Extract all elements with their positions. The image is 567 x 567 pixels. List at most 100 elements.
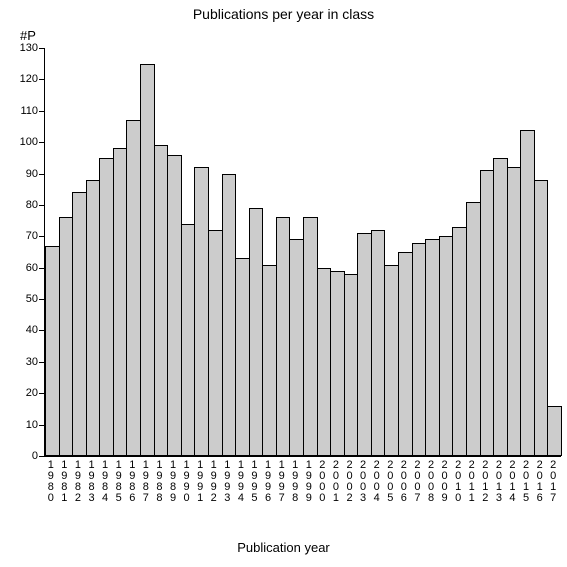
x-axis-title: Publication year <box>0 540 567 555</box>
x-tick-label: 1999 <box>304 460 314 504</box>
x-tick-label: 2017 <box>548 460 558 504</box>
x-tick-label: 2002 <box>345 460 355 504</box>
chart-container: Publications per year in class #P 010203… <box>0 0 567 567</box>
x-tick-label: 1982 <box>73 460 83 504</box>
y-tick-mark <box>39 205 44 206</box>
x-tick-label: 1989 <box>168 460 178 504</box>
bar <box>59 217 74 456</box>
x-tick-label: 2008 <box>426 460 436 504</box>
x-tick-label: 2012 <box>480 460 490 504</box>
y-tick-mark <box>39 236 44 237</box>
y-tick-mark <box>39 48 44 49</box>
y-tick-label: 50 <box>4 293 38 305</box>
y-tick-mark <box>39 79 44 80</box>
x-tick-label: 2011 <box>467 460 477 504</box>
y-tick-label: 90 <box>4 168 38 180</box>
bar <box>425 239 440 456</box>
x-tick-label: 1994 <box>236 460 246 504</box>
x-tick-label: 2009 <box>440 460 450 504</box>
x-tick-label: 1986 <box>127 460 137 504</box>
bar <box>398 252 413 456</box>
y-tick-label: 110 <box>4 105 38 117</box>
bar <box>126 120 141 456</box>
y-tick-label: 20 <box>4 387 38 399</box>
y-tick-label: 70 <box>4 230 38 242</box>
y-axis-title: #P <box>20 28 36 43</box>
bar <box>547 406 562 456</box>
x-tick-label: 2016 <box>535 460 545 504</box>
bar <box>154 145 169 456</box>
x-tick-label: 2006 <box>399 460 409 504</box>
bar <box>45 246 60 456</box>
bar <box>439 236 454 456</box>
y-tick-label: 60 <box>4 262 38 274</box>
x-tick-label: 1981 <box>59 460 69 504</box>
y-tick-mark <box>39 174 44 175</box>
bar <box>262 265 277 456</box>
x-tick-label: 1983 <box>87 460 97 504</box>
x-tick-label: 1987 <box>141 460 151 504</box>
chart-title: Publications per year in class <box>0 6 567 22</box>
bar <box>72 192 87 456</box>
bar <box>167 155 182 456</box>
y-tick-mark <box>39 425 44 426</box>
y-tick-mark <box>39 393 44 394</box>
x-tick-label: 1995 <box>249 460 259 504</box>
x-tick-label: 2001 <box>331 460 341 504</box>
x-tick-label: 2015 <box>521 460 531 504</box>
y-tick-label: 30 <box>4 356 38 368</box>
bar <box>249 208 264 456</box>
x-tick-label: 1993 <box>222 460 232 504</box>
bar <box>140 64 155 456</box>
bar <box>466 202 481 456</box>
bar <box>412 243 427 456</box>
bar <box>235 258 250 456</box>
x-tick-label: 2013 <box>494 460 504 504</box>
bar <box>507 167 522 456</box>
bar <box>276 217 291 456</box>
x-tick-label: 2014 <box>507 460 517 504</box>
y-tick-label: 40 <box>4 324 38 336</box>
x-tick-label: 2000 <box>317 460 327 504</box>
x-tick-label: 1991 <box>195 460 205 504</box>
plot-area <box>44 48 561 457</box>
bar <box>99 158 114 456</box>
bar <box>534 180 549 456</box>
x-tick-label: 1992 <box>209 460 219 504</box>
x-tick-label: 1997 <box>277 460 287 504</box>
bar <box>222 174 237 456</box>
bar <box>493 158 508 456</box>
y-tick-mark <box>39 111 44 112</box>
x-tick-label: 2004 <box>372 460 382 504</box>
x-tick-label: 2003 <box>358 460 368 504</box>
x-tick-label: 2010 <box>453 460 463 504</box>
bar <box>330 271 345 456</box>
bar <box>357 233 372 456</box>
bar <box>303 217 318 456</box>
bar <box>452 227 467 456</box>
x-tick-label: 2005 <box>385 460 395 504</box>
y-tick-label: 80 <box>4 199 38 211</box>
bar <box>194 167 209 456</box>
bar <box>289 239 304 456</box>
x-tick-label: 1996 <box>263 460 273 504</box>
x-tick-label: 1980 <box>46 460 56 504</box>
bar <box>344 274 359 456</box>
y-tick-mark <box>39 299 44 300</box>
y-tick-label: 0 <box>4 450 38 462</box>
bar <box>317 268 332 456</box>
y-tick-mark <box>39 362 44 363</box>
y-tick-label: 120 <box>4 73 38 85</box>
x-tick-label: 2007 <box>412 460 422 504</box>
y-tick-mark <box>39 142 44 143</box>
x-tick-label: 1988 <box>154 460 164 504</box>
bar <box>181 224 196 456</box>
x-tick-label: 1984 <box>100 460 110 504</box>
y-tick-mark <box>39 330 44 331</box>
bar <box>480 170 495 456</box>
x-tick-label: 1998 <box>290 460 300 504</box>
y-tick-mark <box>39 456 44 457</box>
bar <box>371 230 386 456</box>
bar <box>520 130 535 456</box>
y-tick-label: 130 <box>4 42 38 54</box>
